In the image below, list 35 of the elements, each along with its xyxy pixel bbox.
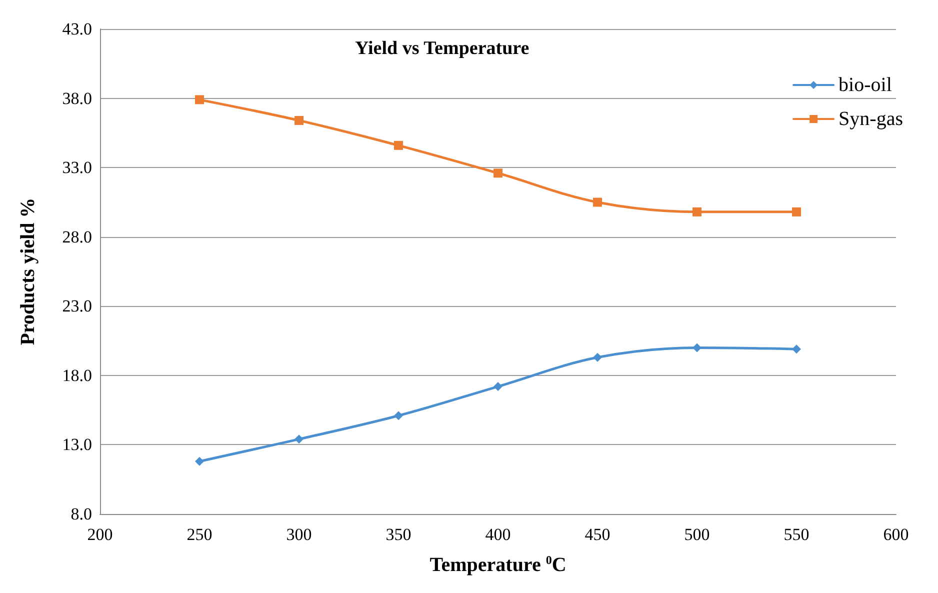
point xyxy=(494,382,502,392)
x-tick-label: 200 xyxy=(87,525,113,544)
point xyxy=(394,411,403,420)
y-axis-title: Products yield % xyxy=(17,198,39,346)
legend-label: Syn-gas xyxy=(838,108,904,130)
point xyxy=(294,434,304,444)
y-tick-label: 43.0 xyxy=(62,20,92,38)
point xyxy=(294,116,304,125)
point xyxy=(692,343,702,352)
point xyxy=(792,344,801,354)
x-tick-label: 500 xyxy=(684,525,710,544)
x-tick-label: 300 xyxy=(286,525,312,544)
point xyxy=(494,168,502,178)
y-tick-label: 18.0 xyxy=(62,366,92,385)
legend-label: bio-oil xyxy=(838,74,892,96)
y-tick-label: 33.0 xyxy=(62,158,92,178)
x-tick-label: 350 xyxy=(386,525,412,544)
y-tick-label: 28.0 xyxy=(62,227,92,246)
point xyxy=(195,95,204,104)
point xyxy=(394,140,403,150)
y-tick-label: 13.0 xyxy=(62,435,92,454)
x-tick-label: 450 xyxy=(584,525,610,544)
point xyxy=(195,456,204,466)
point xyxy=(593,198,602,207)
x-tick-label: 600 xyxy=(883,525,909,544)
point xyxy=(792,207,801,216)
y-tick-label: 8.0 xyxy=(70,504,92,524)
y-tick-label: 38.0 xyxy=(62,88,92,108)
y-tick-label: 23.0 xyxy=(62,296,92,316)
x-tick-label: 250 xyxy=(186,525,212,544)
text: Yield vs Temperature xyxy=(355,38,530,59)
point xyxy=(692,207,702,216)
x-tick-label: 550 xyxy=(784,525,810,544)
x-tick-label: 400 xyxy=(485,525,511,544)
point xyxy=(593,352,602,362)
